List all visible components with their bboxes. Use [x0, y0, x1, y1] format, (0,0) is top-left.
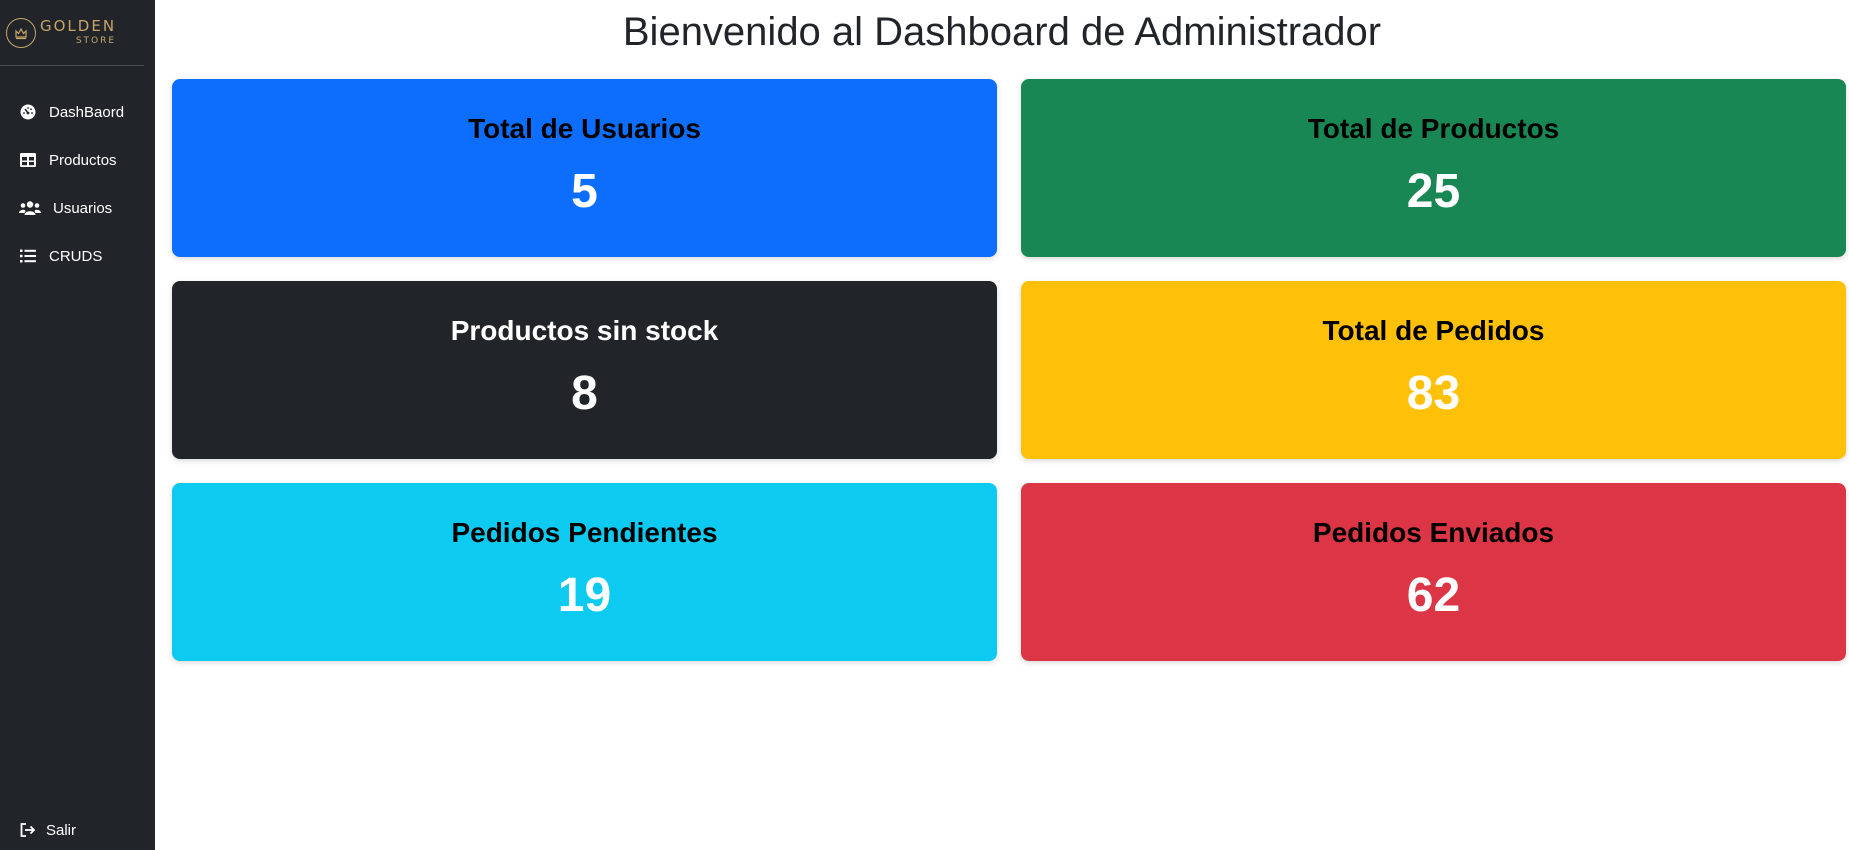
stat-card-total-usuarios: Total de Usuarios 5 [172, 79, 997, 257]
sidebar-item-usuarios[interactable]: Usuarios [0, 184, 155, 232]
sidebar-item-label: DashBaord [49, 103, 125, 121]
stat-card-value: 5 [571, 164, 598, 218]
table-icon [18, 150, 38, 170]
stat-card-title: Total de Usuarios [468, 113, 701, 144]
stat-card-title: Pedidos Enviados [1312, 517, 1555, 548]
stat-card-value: 83 [1406, 366, 1461, 420]
stat-card-title: Total de Pedidos [1322, 315, 1545, 346]
stat-card-title: Pedidos Pendientes [451, 517, 718, 548]
stat-card-value: 25 [1406, 164, 1461, 218]
page-title: Bienvenido al Dashboard de Administrador [622, 10, 1382, 54]
brand-subtitle: STORE [75, 36, 117, 46]
stat-card-productos-sin-stock: Productos sin stock 8 [172, 281, 997, 459]
sidebar-item-dashboard[interactable]: DashBaord [0, 88, 155, 136]
stat-card-value: 19 [557, 568, 612, 622]
list-icon [18, 246, 38, 266]
main-content: Bienvenido al Dashboard de Administrador… [155, 0, 1849, 850]
logout-button[interactable]: Salir [18, 820, 76, 840]
sign-out-icon [18, 820, 38, 840]
stat-card-total-pedidos: Total de Pedidos 83 [1021, 281, 1846, 459]
stat-card-total-productos: Total de Productos 25 [1021, 79, 1846, 257]
sidebar-item-productos[interactable]: Productos [0, 136, 155, 184]
gauge-icon [18, 102, 38, 122]
stat-card-pedidos-pendientes: Pedidos Pendientes 19 [172, 483, 997, 661]
sidebar-item-label: CRUDS [49, 247, 103, 265]
stat-card-pedidos-enviados: Pedidos Enviados 62 [1021, 483, 1846, 661]
sidebar-item-label: Productos [49, 151, 117, 169]
stat-card-title: Total de Productos [1307, 113, 1560, 144]
stats-grid: Total de Usuarios 5 Total de Productos 2… [172, 79, 1846, 661]
sidebar-nav: DashBaord Productos [0, 88, 155, 280]
users-icon [18, 198, 42, 218]
stat-card-value: 8 [571, 366, 598, 420]
crown-emblem-icon [6, 17, 36, 48]
sidebar-item-label: Usuarios [53, 199, 113, 217]
stat-card-title: Productos sin stock [450, 315, 719, 346]
sidebar-item-cruds[interactable]: CRUDS [0, 232, 155, 280]
logout-label: Salir [46, 821, 77, 839]
brand-name: GOLDEN [40, 17, 117, 35]
sidebar: GOLDEN STORE DashBaord [0, 0, 155, 850]
stat-card-value: 62 [1406, 568, 1461, 622]
brand-logo[interactable]: GOLDEN STORE [0, 0, 144, 66]
